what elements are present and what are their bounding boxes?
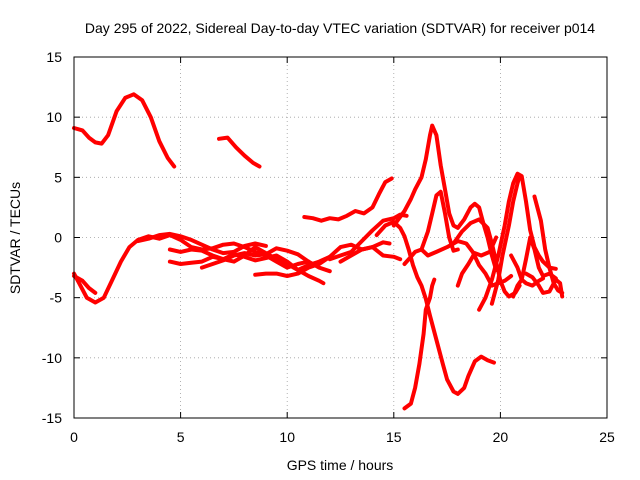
y-tick-label: -15 bbox=[42, 410, 62, 426]
y-tick-label: 15 bbox=[46, 49, 62, 65]
series-line-arc-7 bbox=[167, 252, 332, 272]
series-line-arc-1 bbox=[72, 92, 177, 169]
y-tick-label: -5 bbox=[50, 290, 63, 306]
y-tick-label: 10 bbox=[46, 109, 62, 125]
y-tick-label: 5 bbox=[54, 169, 62, 185]
series-line-arc-4 bbox=[72, 274, 98, 295]
series-line-arc-2 bbox=[217, 135, 262, 169]
series-line-arc-18 bbox=[451, 217, 522, 299]
series-line-arc-10 bbox=[302, 176, 394, 223]
series-line-arc-25 bbox=[509, 253, 545, 288]
x-tick-label: 15 bbox=[386, 429, 402, 445]
series-line-arc-11 bbox=[327, 212, 409, 262]
axis-ticks: 0 5 10 15 20 25 -15 -10 -5 0 5 10 15 bbox=[42, 49, 615, 445]
x-axis-label: GPS time / hours bbox=[287, 457, 394, 473]
series-line-arc-14 bbox=[402, 277, 437, 411]
series-line-arc-22 bbox=[511, 235, 558, 299]
series-line-arc-19 bbox=[455, 235, 499, 288]
series-line-arc-21 bbox=[489, 174, 522, 306]
series-line-arc-23 bbox=[532, 194, 565, 295]
series-group bbox=[72, 92, 565, 411]
x-tick-label: 0 bbox=[70, 429, 78, 445]
series-line-arc-24 bbox=[524, 271, 565, 299]
series-line-arc-8 bbox=[199, 246, 332, 274]
series-line-arc-6 bbox=[167, 245, 326, 286]
x-tick-label: 5 bbox=[177, 429, 185, 445]
y-tick-label: -10 bbox=[42, 350, 62, 366]
series-line-arc-17 bbox=[419, 189, 460, 253]
series-line-arc-5 bbox=[136, 231, 268, 256]
series-line-arc-16 bbox=[391, 123, 499, 272]
y-tick-label: 0 bbox=[54, 230, 62, 246]
series-line-arc-3 bbox=[72, 233, 311, 305]
series-line-arc-12 bbox=[338, 245, 403, 264]
chart-title: Day 295 of 2022, Sidereal Day-to-day VTE… bbox=[85, 20, 595, 36]
x-tick-label: 10 bbox=[279, 429, 295, 445]
x-tick-label: 25 bbox=[599, 429, 615, 445]
series-line-arc-13 bbox=[374, 219, 496, 396]
x-tick-label: 20 bbox=[493, 429, 509, 445]
y-axis-label: SDTVAR / TECUs bbox=[7, 182, 23, 294]
